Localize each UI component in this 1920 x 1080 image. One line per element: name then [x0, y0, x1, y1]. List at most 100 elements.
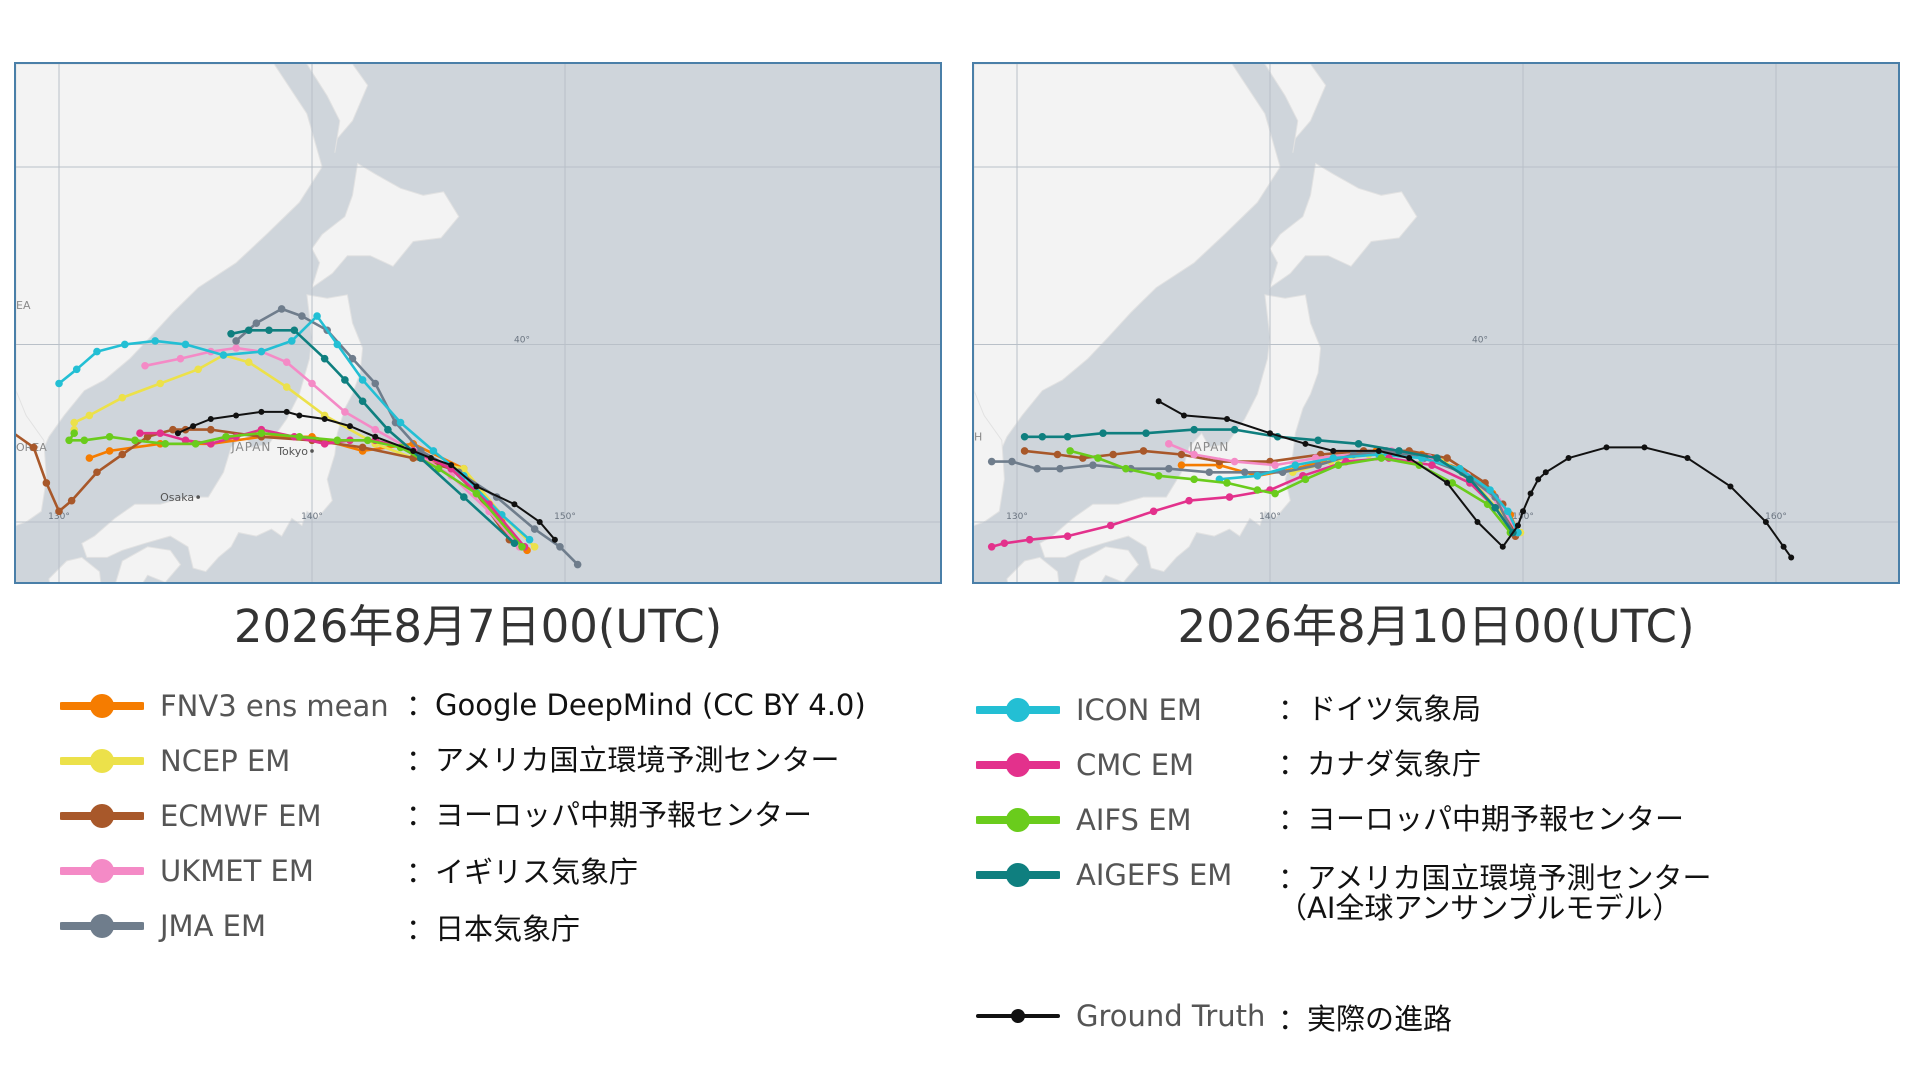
track-point — [290, 326, 299, 335]
track-point — [55, 507, 63, 516]
track-point — [1165, 440, 1173, 448]
forecast-map-aug10[interactable]: 130° 140° 150° 160° 40° JAPAN H — [972, 62, 1900, 584]
track-point — [118, 450, 127, 459]
track-point — [85, 454, 94, 462]
track-point — [434, 464, 443, 473]
track-point — [1225, 493, 1234, 501]
track-point — [1230, 425, 1239, 434]
track-point — [1177, 450, 1186, 459]
land-kyushu — [1006, 556, 1060, 582]
track-point — [363, 436, 372, 445]
track-point — [120, 340, 129, 349]
legend-entry-aigefs: AIGEFS EM — [976, 855, 1232, 895]
legend-desc: ：ドイツ気象局 — [1278, 692, 1482, 726]
legend-entry-jma: JMA EM — [60, 906, 266, 946]
track-point — [429, 447, 438, 455]
track-point — [536, 518, 543, 525]
legend-model-label: UKMET EM — [160, 854, 314, 888]
track-point — [1020, 432, 1029, 441]
track-line — [991, 456, 1514, 549]
track-point — [161, 440, 170, 448]
lon-tick-label: 130° — [1006, 512, 1028, 522]
track-point — [1109, 450, 1117, 459]
legend-line-jma — [60, 914, 144, 938]
legend-desc-sub: （AI全球アンサンブルモデル） — [1278, 891, 1682, 925]
track-point — [227, 330, 235, 338]
track-point — [42, 479, 51, 487]
track-point — [1535, 476, 1542, 483]
forecast-map-aug7[interactable]: 130°140°150°40°JAPANOREAEATokyoOsaka — [14, 62, 942, 584]
track-point — [1000, 539, 1009, 548]
track-point — [1020, 447, 1029, 455]
track-point — [1190, 475, 1198, 484]
track-point — [222, 432, 230, 441]
track-point — [448, 462, 455, 469]
track-point — [29, 443, 38, 452]
track-point — [1291, 461, 1300, 469]
legend-entry-icon: ICON EM — [976, 690, 1202, 730]
track-point — [384, 425, 392, 434]
track-point — [244, 358, 253, 367]
city-label: Tokyo — [276, 445, 308, 458]
track-point — [333, 436, 342, 445]
track-point — [1329, 454, 1338, 462]
track-point — [1223, 479, 1231, 487]
track-point — [258, 408, 265, 415]
track-point — [1205, 468, 1214, 477]
edge-label: H — [974, 430, 982, 443]
track-point — [252, 319, 261, 327]
land-kyushu — [48, 556, 102, 582]
city-marker — [196, 495, 200, 499]
track-truth[interactable] — [1155, 398, 1795, 561]
track-point — [1177, 461, 1186, 469]
track-point — [131, 436, 139, 445]
track-point — [282, 383, 291, 391]
land-shikoku — [115, 546, 182, 582]
legend-desc: ：アメリカ国立環境予測センター — [1278, 861, 1712, 895]
track-point — [313, 312, 321, 320]
legend-line-aifs — [976, 808, 1060, 832]
track-point — [174, 430, 181, 437]
track-point — [93, 347, 101, 356]
track-point — [283, 408, 290, 415]
track-point — [72, 365, 81, 374]
track-point — [141, 361, 149, 370]
legend-entry-aifs: AIFS EM — [976, 800, 1192, 840]
map-caption-aug10: 2026年8月10日00(UTC) — [1177, 600, 1695, 653]
legend-line-ukmet — [60, 859, 144, 883]
legend-entry-ukmet: UKMET EM — [60, 851, 314, 891]
track-point — [1230, 457, 1239, 466]
track-point — [1443, 454, 1451, 462]
track-point — [1063, 532, 1072, 540]
track-point — [460, 493, 468, 501]
legend-desc: ：日本気象庁 — [406, 912, 581, 946]
track-point — [143, 432, 152, 441]
track-point — [1094, 454, 1102, 462]
country-label-japan: JAPAN — [230, 440, 271, 454]
track-point — [1025, 535, 1034, 544]
track-point — [358, 397, 367, 406]
track-point — [1008, 457, 1016, 466]
track-point — [1314, 461, 1322, 469]
land-korea — [974, 390, 1005, 527]
track-point — [257, 429, 266, 438]
track-point — [1428, 461, 1436, 469]
legend-line-aigefs — [976, 863, 1060, 887]
track-aigefs[interactable] — [227, 326, 519, 548]
track-point — [1253, 486, 1262, 494]
track-icon[interactable] — [55, 312, 534, 544]
legend-entry-ncep: NCEP EM — [60, 741, 290, 781]
track-truth[interactable] — [174, 408, 558, 543]
track-point — [1314, 436, 1322, 445]
track-point — [1301, 475, 1310, 484]
track-point — [67, 496, 76, 505]
track-point — [1444, 479, 1451, 486]
legend-model-label: ECMWF EM — [160, 799, 322, 833]
legend-entry-cmc: CMC EM — [976, 745, 1194, 785]
track-point — [510, 539, 519, 548]
legend-model-label: AIFS EM — [1076, 803, 1192, 837]
legend-desc: ：ヨーロッパ中期予報センター — [1278, 802, 1685, 836]
track-point — [1504, 507, 1512, 516]
track-point — [181, 436, 190, 445]
legend-line-ground-truth — [976, 1009, 1060, 1023]
